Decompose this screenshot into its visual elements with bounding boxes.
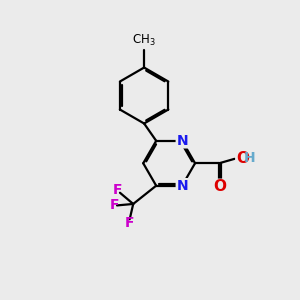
Text: N: N [176, 179, 188, 193]
Text: F: F [113, 183, 123, 197]
Text: O: O [236, 151, 249, 166]
Text: F: F [109, 198, 119, 212]
Text: F: F [125, 216, 134, 230]
Text: CH$_3$: CH$_3$ [132, 33, 156, 48]
Text: N: N [176, 134, 188, 148]
Text: H: H [244, 151, 255, 165]
Text: O: O [214, 179, 227, 194]
